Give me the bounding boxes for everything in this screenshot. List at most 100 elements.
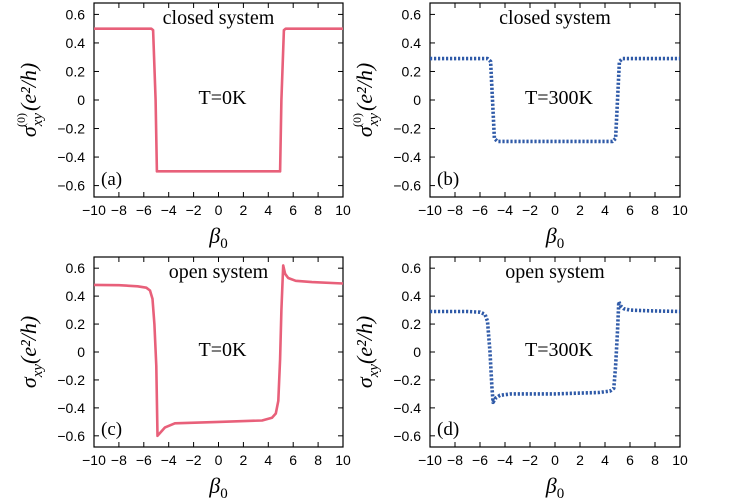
y-tick-label: −0.2 (393, 121, 421, 137)
x-tick-label: 4 (601, 452, 609, 468)
x-axis-label: β0 (545, 223, 564, 252)
y-axis-label: σxy(e²/h) (352, 316, 382, 388)
y-axis-label-units: (e²/h) (16, 63, 41, 111)
x-axis-label: β0 (208, 223, 227, 252)
x-axis-label-symbol: β (545, 473, 557, 498)
y-tick-label: 0.4 (402, 288, 422, 304)
x-tick-label: 0 (551, 202, 559, 218)
panel-b: −10 −8 −6 −4 −2 0 2 4 6 8 10 0.6 0.4 0.2 0 −0.2 −0.4 −0.6… (350, 2, 688, 252)
x-tick-label: −2 (186, 452, 202, 468)
x-axis-label: β0 (208, 473, 227, 502)
y-tick-label: −0.4 (393, 400, 421, 416)
y-tick-label: −0.6 (393, 178, 421, 194)
y-axis-label-subscript: xy (30, 364, 46, 379)
x-axis-label-subscript: 0 (220, 236, 228, 252)
x-axis-label-subscript: 0 (220, 486, 228, 502)
x-axis-label-symbol: β (208, 473, 220, 498)
x-tick-label: −2 (186, 202, 202, 218)
y-axis-label-symbol: σ (352, 376, 377, 388)
x-tick-label: −8 (447, 202, 463, 218)
x-tick-label: 8 (314, 452, 322, 468)
x-tick-label: −8 (111, 452, 127, 468)
y-tick-label: −0.4 (57, 149, 85, 165)
x-axis-label-symbol: β (208, 223, 220, 248)
y-tick-label: 0.2 (402, 63, 422, 79)
y-axis-label-symbol: σ (16, 125, 41, 137)
y-axis-label-symbol: σ (352, 125, 377, 137)
y-axis-label: σxy(e²/h) (16, 316, 46, 388)
annotation-temperature: T=300K (525, 339, 593, 361)
y-tick-label: −0.2 (393, 372, 421, 388)
y-axis-label-symbol: σ (16, 376, 41, 388)
x-tick-label: 2 (576, 452, 584, 468)
x-tick-label: −10 (418, 452, 442, 468)
x-tick-label: 0 (215, 452, 223, 468)
x-tick-label: 6 (626, 452, 634, 468)
panel-a: −10 −8 −6 −4 −2 0 2 4 6 8 10 0.6 0.4 0.2 0 −0.2 −0.4 −0.6… (14, 2, 351, 252)
y-tick-label: −0.6 (57, 178, 85, 194)
y-axis-label-units: (e²/h) (16, 316, 41, 364)
x-tick-label: −4 (161, 202, 177, 218)
x-tick-label: 6 (289, 452, 297, 468)
y-axis-label-superscript: (0) (14, 113, 28, 127)
panel-c: −10 −8 −6 −4 −2 0 2 4 6 8 10 0.6 0.4 0.2 0 −0.2 −0.4 −0.6… (16, 256, 351, 502)
x-axis-label-subscript: 0 (557, 486, 565, 502)
series-line (94, 27, 343, 173)
y-axis-label-subscript: xy (366, 364, 382, 379)
x-tick-label: 6 (289, 202, 297, 218)
x-tick-label: 8 (651, 202, 659, 218)
y-tick-label: 0.2 (66, 63, 86, 79)
annotation-temperature: T=0K (199, 339, 247, 361)
series-line (430, 56, 680, 144)
y-tick-label: −0.4 (393, 149, 421, 165)
x-tick-label: −6 (472, 452, 488, 468)
x-tick-label: 0 (551, 452, 559, 468)
x-tick-label: 10 (335, 202, 351, 218)
x-tick-label: −10 (82, 452, 106, 468)
y-tick-label: 0.2 (66, 316, 86, 332)
x-tick-label: −8 (447, 452, 463, 468)
x-tick-label: 2 (240, 452, 248, 468)
y-tick-label: 0 (413, 92, 421, 108)
panel-label: (b) (437, 169, 459, 190)
annotation-system: open system (505, 261, 605, 283)
annotation-temperature: T=300K (525, 87, 593, 109)
y-tick-label: −0.2 (57, 121, 85, 137)
x-tick-label: −4 (161, 452, 177, 468)
y-tick-label: 0.6 (66, 260, 86, 276)
x-tick-label: 8 (651, 452, 659, 468)
y-tick-label: 0.6 (402, 6, 422, 22)
y-tick-label: −0.6 (57, 428, 85, 444)
y-tick-label: 0.6 (402, 260, 422, 276)
y-axis-label-subscript: xy (30, 113, 46, 128)
y-tick-label: 0.2 (402, 316, 422, 332)
annotation-system: open system (169, 261, 269, 283)
x-tick-label: −2 (522, 202, 538, 218)
x-tick-label: −2 (522, 452, 538, 468)
x-tick-label: −4 (497, 452, 513, 468)
y-axis-label: σxy(0) (e²/h) (14, 63, 46, 137)
x-tick-label: 10 (672, 202, 688, 218)
x-tick-label: 8 (314, 202, 322, 218)
x-axis-label-subscript: 0 (557, 236, 565, 252)
x-tick-label: −6 (472, 202, 488, 218)
x-tick-label: −6 (136, 452, 152, 468)
annotation-system: closed system (163, 7, 275, 29)
x-tick-label: 10 (672, 452, 688, 468)
y-tick-label: 0.6 (66, 6, 86, 22)
y-axis-label-units: (e²/h) (352, 63, 377, 111)
y-axis-label-subscript: xy (366, 113, 382, 128)
y-axis-label-units: (e²/h) (352, 316, 377, 364)
y-tick-label: 0 (77, 92, 85, 108)
series-line (430, 299, 681, 405)
x-tick-label: −10 (82, 202, 106, 218)
panel-d: −10 −8 −6 −4 −2 0 2 4 6 8 10 0.6 0.4 0.2 0 −0.2 −0.4 −0.6… (352, 256, 688, 502)
series-line (93, 264, 344, 438)
y-tick-label: 0.4 (402, 35, 422, 51)
x-tick-label: −8 (111, 202, 127, 218)
x-axis-label-symbol: β (545, 223, 557, 248)
panel-label: (a) (101, 169, 122, 190)
y-tick-label: 0 (77, 344, 85, 360)
y-tick-label: −0.6 (393, 428, 421, 444)
x-tick-label: −10 (418, 202, 442, 218)
